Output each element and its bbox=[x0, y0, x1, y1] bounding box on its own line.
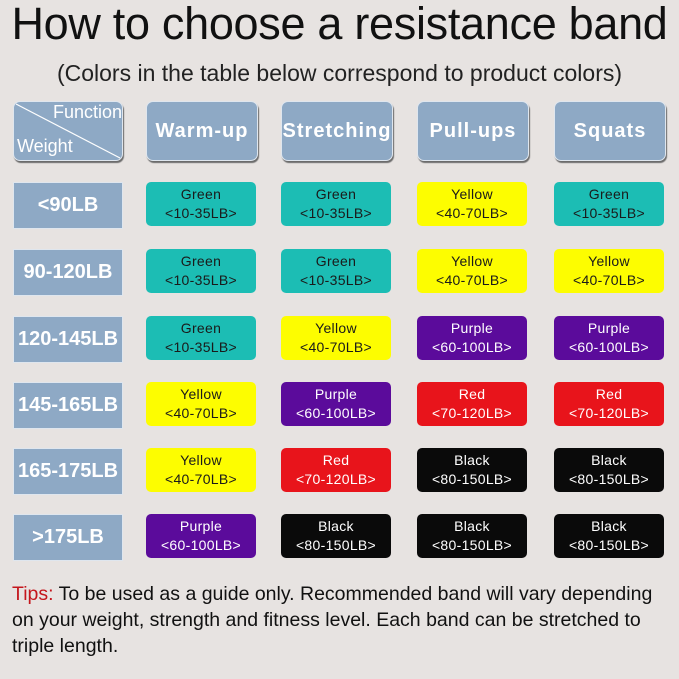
band-cell: Red <70-120LB> bbox=[417, 382, 527, 426]
band-resistance-range: <40-70LB> bbox=[165, 405, 237, 421]
band-resistance-range: <60-100LB> bbox=[160, 537, 242, 553]
band-color-name: Yellow bbox=[180, 386, 222, 402]
page-title: How to choose a resistance band bbox=[11, 0, 668, 49]
band-cell: Red <70-120LB> bbox=[281, 448, 391, 492]
band-resistance-range: <40-70LB> bbox=[436, 272, 508, 288]
band-resistance-range: <60-100LB> bbox=[431, 339, 513, 355]
band-resistance-range: <70-120LB> bbox=[295, 471, 377, 487]
weight-row-label: >175LB bbox=[13, 514, 123, 561]
band-cell: Black <80-150LB> bbox=[281, 514, 391, 558]
function-header-squats: Squats bbox=[554, 101, 666, 161]
band-cell: Green <10-35LB> bbox=[146, 316, 256, 360]
band-color-name: Black bbox=[591, 452, 627, 468]
band-color-name: Purple bbox=[450, 320, 494, 336]
band-color-name: Purple bbox=[179, 518, 223, 534]
band-cell: Black <80-150LB> bbox=[417, 448, 527, 492]
band-color-name: Yellow bbox=[588, 253, 630, 269]
band-resistance-range: <10-35LB> bbox=[300, 205, 372, 221]
tips-text: To be used as a guide only. Recommended … bbox=[12, 583, 653, 657]
weight-row-label: <90LB bbox=[13, 182, 123, 229]
band-color-name: Green bbox=[315, 186, 357, 202]
tips-note: Tips: To be used as a guide only. Recomm… bbox=[12, 581, 672, 659]
function-header-pull-ups: Pull-ups bbox=[417, 101, 529, 161]
weight-row-label: 90-120LB bbox=[13, 249, 123, 296]
band-color-name: Yellow bbox=[451, 186, 493, 202]
band-resistance-range: <70-120LB> bbox=[431, 405, 513, 421]
weight-row-label: 145-165LB bbox=[13, 382, 123, 429]
band-resistance-range: <80-150LB> bbox=[568, 471, 650, 487]
band-cell: Green <10-35LB> bbox=[146, 182, 256, 226]
band-resistance-range: <80-150LB> bbox=[431, 471, 513, 487]
band-cell: Green <10-35LB> bbox=[281, 182, 391, 226]
tips-label: Tips: bbox=[12, 583, 54, 605]
band-color-name: Red bbox=[458, 386, 486, 402]
band-color-name: Red bbox=[322, 452, 350, 468]
band-resistance-range: <80-150LB> bbox=[568, 537, 650, 553]
band-resistance-range: <40-70LB> bbox=[436, 205, 508, 221]
band-color-name: Yellow bbox=[451, 253, 493, 269]
band-resistance-range: <80-150LB> bbox=[431, 537, 513, 553]
band-cell: Purple <60-100LB> bbox=[146, 514, 256, 558]
band-cell: Yellow <40-70LB> bbox=[146, 448, 256, 492]
function-header-stretching: Stretching bbox=[281, 101, 393, 161]
band-color-name: Red bbox=[595, 386, 623, 402]
band-color-name: Purple bbox=[587, 320, 631, 336]
page-subtitle: (Colors in the table below correspond to… bbox=[56, 60, 623, 86]
band-resistance-range: <10-35LB> bbox=[165, 272, 237, 288]
band-resistance-range: <40-70LB> bbox=[573, 272, 645, 288]
band-resistance-range: <60-100LB> bbox=[295, 405, 377, 421]
table-corner-header: Function Weight bbox=[13, 101, 123, 161]
band-cell: Green <10-35LB> bbox=[554, 182, 664, 226]
band-cell: Red <70-120LB> bbox=[554, 382, 664, 426]
weight-row-label: 120-145LB bbox=[13, 316, 123, 363]
band-cell: Black <80-150LB> bbox=[554, 448, 664, 492]
band-color-name: Black bbox=[454, 518, 490, 534]
band-cell: Purple <60-100LB> bbox=[554, 316, 664, 360]
band-cell: Purple <60-100LB> bbox=[417, 316, 527, 360]
band-resistance-range: <10-35LB> bbox=[165, 205, 237, 221]
band-cell: Yellow <40-70LB> bbox=[554, 249, 664, 293]
band-resistance-range: <40-70LB> bbox=[300, 339, 372, 355]
band-resistance-range: <80-150LB> bbox=[295, 537, 377, 553]
band-color-name: Green bbox=[180, 186, 222, 202]
diagonal-divider bbox=[15, 103, 121, 159]
band-color-name: Yellow bbox=[315, 320, 357, 336]
band-cell: Green <10-35LB> bbox=[146, 249, 256, 293]
band-resistance-range: <10-35LB> bbox=[300, 272, 372, 288]
band-color-name: Green bbox=[180, 253, 222, 269]
band-cell: Yellow <40-70LB> bbox=[146, 382, 256, 426]
band-color-name: Black bbox=[591, 518, 627, 534]
function-axis-label: Function bbox=[52, 102, 122, 122]
band-resistance-range: <10-35LB> bbox=[165, 339, 237, 355]
band-resistance-range: <70-120LB> bbox=[568, 405, 650, 421]
band-cell: Green <10-35LB> bbox=[281, 249, 391, 293]
band-cell: Black <80-150LB> bbox=[554, 514, 664, 558]
band-cell: Purple <60-100LB> bbox=[281, 382, 391, 426]
band-color-name: Purple bbox=[314, 386, 358, 402]
band-cell: Black <80-150LB> bbox=[417, 514, 527, 558]
weight-row-label: 165-175LB bbox=[13, 448, 123, 495]
band-color-name: Green bbox=[180, 320, 222, 336]
band-color-name: Black bbox=[318, 518, 354, 534]
band-color-name: Black bbox=[454, 452, 490, 468]
band-cell: Yellow <40-70LB> bbox=[417, 249, 527, 293]
weight-axis-label: Weight bbox=[17, 136, 73, 156]
band-cell: Yellow <40-70LB> bbox=[281, 316, 391, 360]
band-resistance-range: <60-100LB> bbox=[568, 339, 650, 355]
band-resistance-range: <40-70LB> bbox=[165, 471, 237, 487]
band-color-name: Green bbox=[588, 186, 630, 202]
band-color-name: Yellow bbox=[180, 452, 222, 468]
band-cell: Yellow <40-70LB> bbox=[417, 182, 527, 226]
function-header-warm-up: Warm-up bbox=[146, 101, 258, 161]
band-resistance-range: <10-35LB> bbox=[573, 205, 645, 221]
band-color-name: Green bbox=[315, 253, 357, 269]
